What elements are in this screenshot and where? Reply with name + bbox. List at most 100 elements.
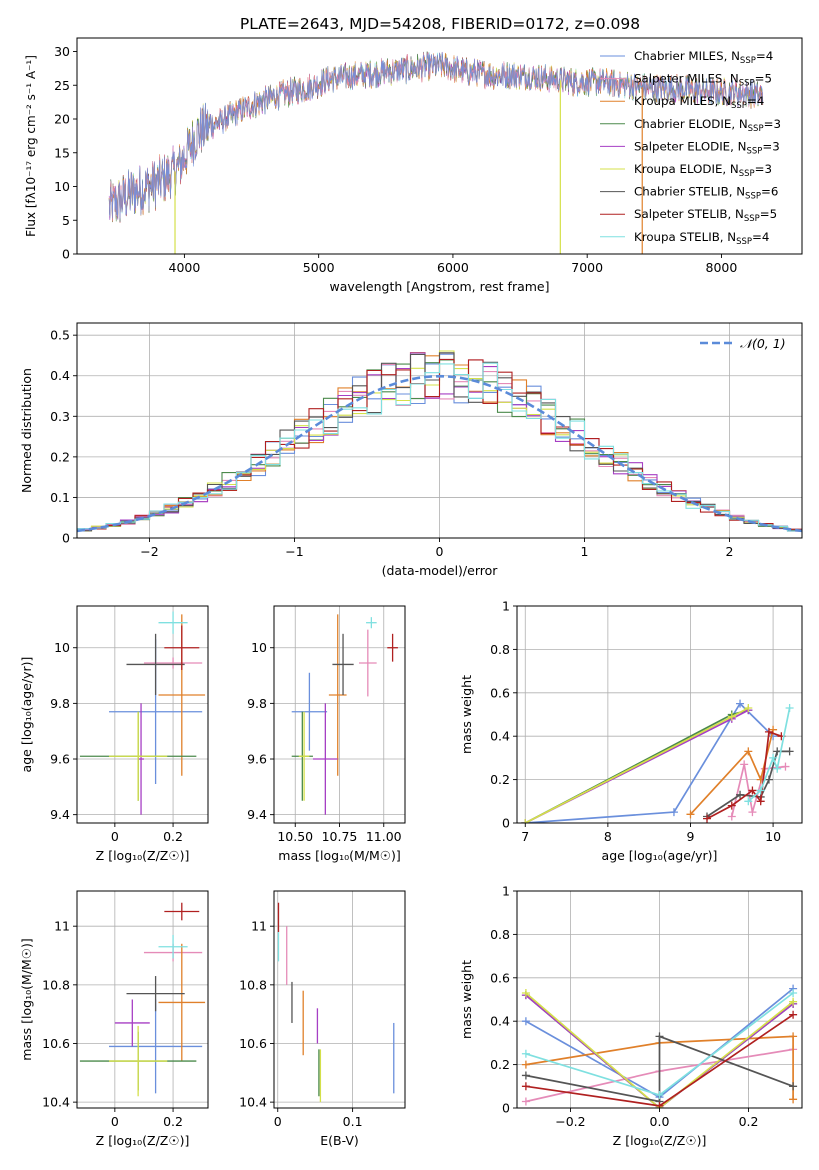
- panel-mass_vs_Z: 0 0.2 10.4 10.6 10.8 11 Z [log₁₀(Z/Z☉)] mass [l…: [19, 890, 209, 1148]
- legend-label-sub: SSP: [744, 214, 760, 224]
- panel-massweight_vs_age: 7 8 9 10 0 0.2 0.4 0.6 0.8 1 age [log₁₀(age/yr)] ma…: [459, 599, 803, 863]
- y-tick-label: 1: [502, 884, 510, 899]
- axes-frame: [273, 890, 406, 1109]
- weight-line: [524, 707, 749, 823]
- y-axis-label: age [log₁₀(age/yr)]: [19, 657, 34, 773]
- x-tick-label: 11.00: [366, 829, 402, 844]
- legend-label-sub: SSP: [739, 79, 755, 89]
- weight-line: [747, 707, 791, 802]
- weight-marker: [740, 760, 749, 769]
- plot-area: [521, 984, 798, 1108]
- weight-marker: [748, 786, 757, 795]
- x-tick-label: −0.2: [555, 1114, 585, 1129]
- plot-area: [108, 51, 764, 254]
- panel-massweight_vs_Z: −0.2 0.0 0.2 0 0.2 0.4 0.6 0.8 1 Z [log₁₀(Z/Z☉)] m…: [459, 884, 803, 1148]
- x-tick-label: 8000: [706, 260, 738, 275]
- legend-label-tail: =3: [762, 139, 779, 153]
- weight-marker: [764, 727, 773, 736]
- x-tick-label: −1: [285, 544, 303, 559]
- x-axis-label: (data-model)/error: [382, 563, 499, 578]
- x-tick-label: 0.1: [343, 1114, 363, 1129]
- y-tick-label: 20: [54, 112, 70, 127]
- legend-label: Salpeter MILES, NSSP=5: [634, 72, 772, 89]
- legend-label: Chabrier ELODIE, NSSP=3: [634, 117, 781, 134]
- y-tick-label: 11: [251, 919, 267, 934]
- y-axis-label: mass weight: [459, 960, 474, 1039]
- x-tick-label: 6000: [437, 260, 469, 275]
- weight-marker: [744, 797, 753, 806]
- y-tick-label: 9.8: [50, 696, 70, 711]
- y-tick-label: 10.8: [42, 977, 70, 992]
- legend-label-tail: =6: [761, 185, 778, 199]
- weight-marker: [789, 1032, 798, 1041]
- weight-marker: [655, 1101, 664, 1108]
- y-tick-label: 1: [502, 599, 510, 614]
- x-tick-label: 0.2: [163, 829, 183, 844]
- y-tick-label: 0.3: [50, 409, 70, 424]
- x-tick-label: 7000: [571, 260, 603, 275]
- x-tick-label: 2: [726, 544, 734, 559]
- legend-label-main: Kroupa STELIB, N: [634, 230, 736, 244]
- spectrum-line-chabrier-miles: [108, 52, 764, 220]
- axes-frame: [76, 37, 803, 255]
- x-tick-label: 8: [604, 829, 612, 844]
- y-tick-label: 0.4: [490, 1014, 510, 1029]
- histogram-kroupa-stelib: [77, 362, 802, 532]
- x-tick-label: 4000: [169, 260, 201, 275]
- x-axis-label: E(B-V): [320, 1133, 359, 1148]
- y-tick-label: 0.4: [490, 729, 510, 744]
- weight-marker: [521, 1071, 530, 1080]
- weight-marker: [521, 819, 530, 823]
- axes-frame: [76, 890, 209, 1109]
- plot-area: [521, 699, 794, 823]
- y-tick-label: 0.5: [50, 328, 70, 343]
- x-tick-label: 0: [436, 544, 444, 559]
- y-tick-label: 0.8: [490, 642, 510, 657]
- y-tick-label: 0.6: [490, 685, 510, 700]
- y-tick-label: 9.4: [247, 807, 267, 822]
- weight-marker: [521, 1097, 530, 1106]
- weight-marker: [789, 988, 798, 997]
- x-tick-label: 0.2: [163, 1114, 183, 1129]
- x-axis-label: Z [log₁₀(Z/Z☉)]: [96, 848, 190, 863]
- weight-marker: [703, 814, 711, 823]
- weight-marker: [727, 801, 736, 810]
- panel-age_vs_Z: 0 0.2 9.4 9.6 9.8 10 Z [log₁₀(Z/Z☉)] age [log₁₀…: [19, 605, 209, 863]
- weight-marker: [669, 808, 678, 817]
- y-tick-label: 9.8: [247, 696, 267, 711]
- legend-label: 𝒩(0, 1): [740, 336, 786, 351]
- plot-area: [79, 902, 206, 1097]
- axes-frame: [516, 605, 803, 824]
- weight-marker: [781, 762, 790, 771]
- x-tick-label: 0: [274, 1114, 282, 1129]
- legend-label: Kroupa MILES, NSSP=4: [634, 94, 764, 111]
- x-tick-label: 0.0: [650, 1114, 670, 1129]
- weight-marker: [756, 786, 765, 795]
- legend-label-main: Chabrier ELODIE, N: [634, 117, 748, 131]
- legend-label-tail: =3: [764, 117, 781, 131]
- weight-line: [525, 1035, 794, 1100]
- x-axis-label: mass [log₁₀(M/M☉)]: [278, 848, 400, 863]
- weight-marker: [789, 997, 798, 1006]
- y-tick-label: 11: [54, 919, 70, 934]
- panel-mass_vs_EBV: 0 0.1 10.4 10.6 10.8 11 E(B-V): [239, 890, 406, 1148]
- y-tick-label: 25: [54, 78, 70, 93]
- plot-area: [277, 902, 395, 1103]
- x-axis-label: Z [log₁₀(Z/Z☉)]: [96, 1133, 190, 1148]
- y-tick-label: 10.8: [239, 977, 267, 992]
- y-tick-label: 9.6: [50, 752, 70, 767]
- legend-label-sub: SSP: [736, 237, 752, 247]
- legend-label-tail: =4: [752, 230, 769, 244]
- weight-marker: [769, 725, 778, 734]
- x-tick-label: 10.75: [322, 829, 358, 844]
- y-tick-label: 0: [502, 1101, 510, 1116]
- weight-marker: [756, 797, 765, 806]
- weight-marker: [785, 703, 794, 712]
- x-tick-label: 5000: [303, 260, 335, 275]
- weight-marker: [727, 712, 736, 721]
- legend-label-sub: SSP: [746, 146, 762, 156]
- legend-label-main: Kroupa MILES, N: [634, 94, 731, 108]
- y-tick-label: 0.6: [490, 970, 510, 985]
- y-tick-label: 0: [62, 531, 70, 546]
- legend-label: Kroupa STELIB, NSSP=4: [634, 230, 769, 247]
